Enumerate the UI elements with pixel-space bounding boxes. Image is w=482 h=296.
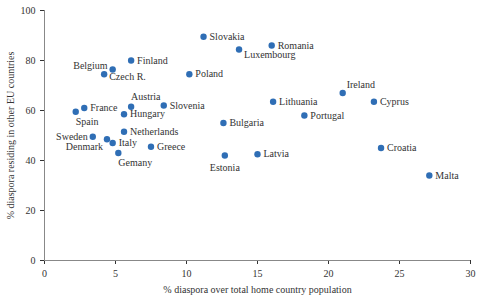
svg-text:Luxembourg: Luxembourg xyxy=(244,49,295,60)
svg-text:Spain: Spain xyxy=(76,116,99,127)
svg-text:Cyprus: Cyprus xyxy=(380,96,409,107)
svg-text:0: 0 xyxy=(31,255,36,266)
svg-text:Belgium: Belgium xyxy=(73,60,108,71)
svg-text:Finland: Finland xyxy=(137,55,168,66)
svg-text:80: 80 xyxy=(26,55,36,66)
svg-text:Hungary: Hungary xyxy=(130,108,165,119)
svg-text:15: 15 xyxy=(253,268,263,279)
svg-text:100: 100 xyxy=(21,5,36,16)
svg-text:0: 0 xyxy=(42,268,47,279)
svg-text:Estonia: Estonia xyxy=(210,162,241,173)
svg-text:Slovakia: Slovakia xyxy=(210,31,246,42)
svg-text:Sweden: Sweden xyxy=(56,131,88,142)
svg-text:Denmark: Denmark xyxy=(66,141,103,152)
svg-text:Lithuania: Lithuania xyxy=(279,96,318,107)
svg-text:10: 10 xyxy=(182,268,192,279)
svg-text:30: 30 xyxy=(466,268,476,279)
svg-text:Malta: Malta xyxy=(435,170,459,181)
svg-text:Bulgaria: Bulgaria xyxy=(229,117,264,128)
svg-text:25: 25 xyxy=(395,268,405,279)
svg-text:Italy: Italy xyxy=(119,137,137,148)
svg-text:Netherlands: Netherlands xyxy=(130,126,178,137)
svg-text:Austria: Austria xyxy=(131,91,161,102)
svg-text:Portugal: Portugal xyxy=(310,110,344,121)
svg-text:Ireland: Ireland xyxy=(347,79,375,90)
svg-text:% diaspora residing in other E: % diaspora residing in other EU countrie… xyxy=(5,52,16,220)
svg-text:Latvia: Latvia xyxy=(264,148,290,159)
svg-text:Croatia: Croatia xyxy=(387,142,417,153)
svg-text:60: 60 xyxy=(26,105,36,116)
svg-text:Poland: Poland xyxy=(195,68,223,79)
svg-text:40: 40 xyxy=(26,155,36,166)
svg-text:Gemany: Gemany xyxy=(118,157,152,168)
svg-text:Greece: Greece xyxy=(157,141,186,152)
svg-text:Slovenia: Slovenia xyxy=(170,100,206,111)
svg-text:Romania: Romania xyxy=(277,39,314,51)
svg-text:France: France xyxy=(90,102,118,113)
svg-text:20: 20 xyxy=(324,268,334,279)
svg-text:20: 20 xyxy=(26,205,36,216)
svg-text:% diaspora over total home cou: % diaspora over total home country popul… xyxy=(163,284,351,295)
svg-text:5: 5 xyxy=(113,268,118,279)
svg-text:Czech R.: Czech R. xyxy=(109,71,146,82)
